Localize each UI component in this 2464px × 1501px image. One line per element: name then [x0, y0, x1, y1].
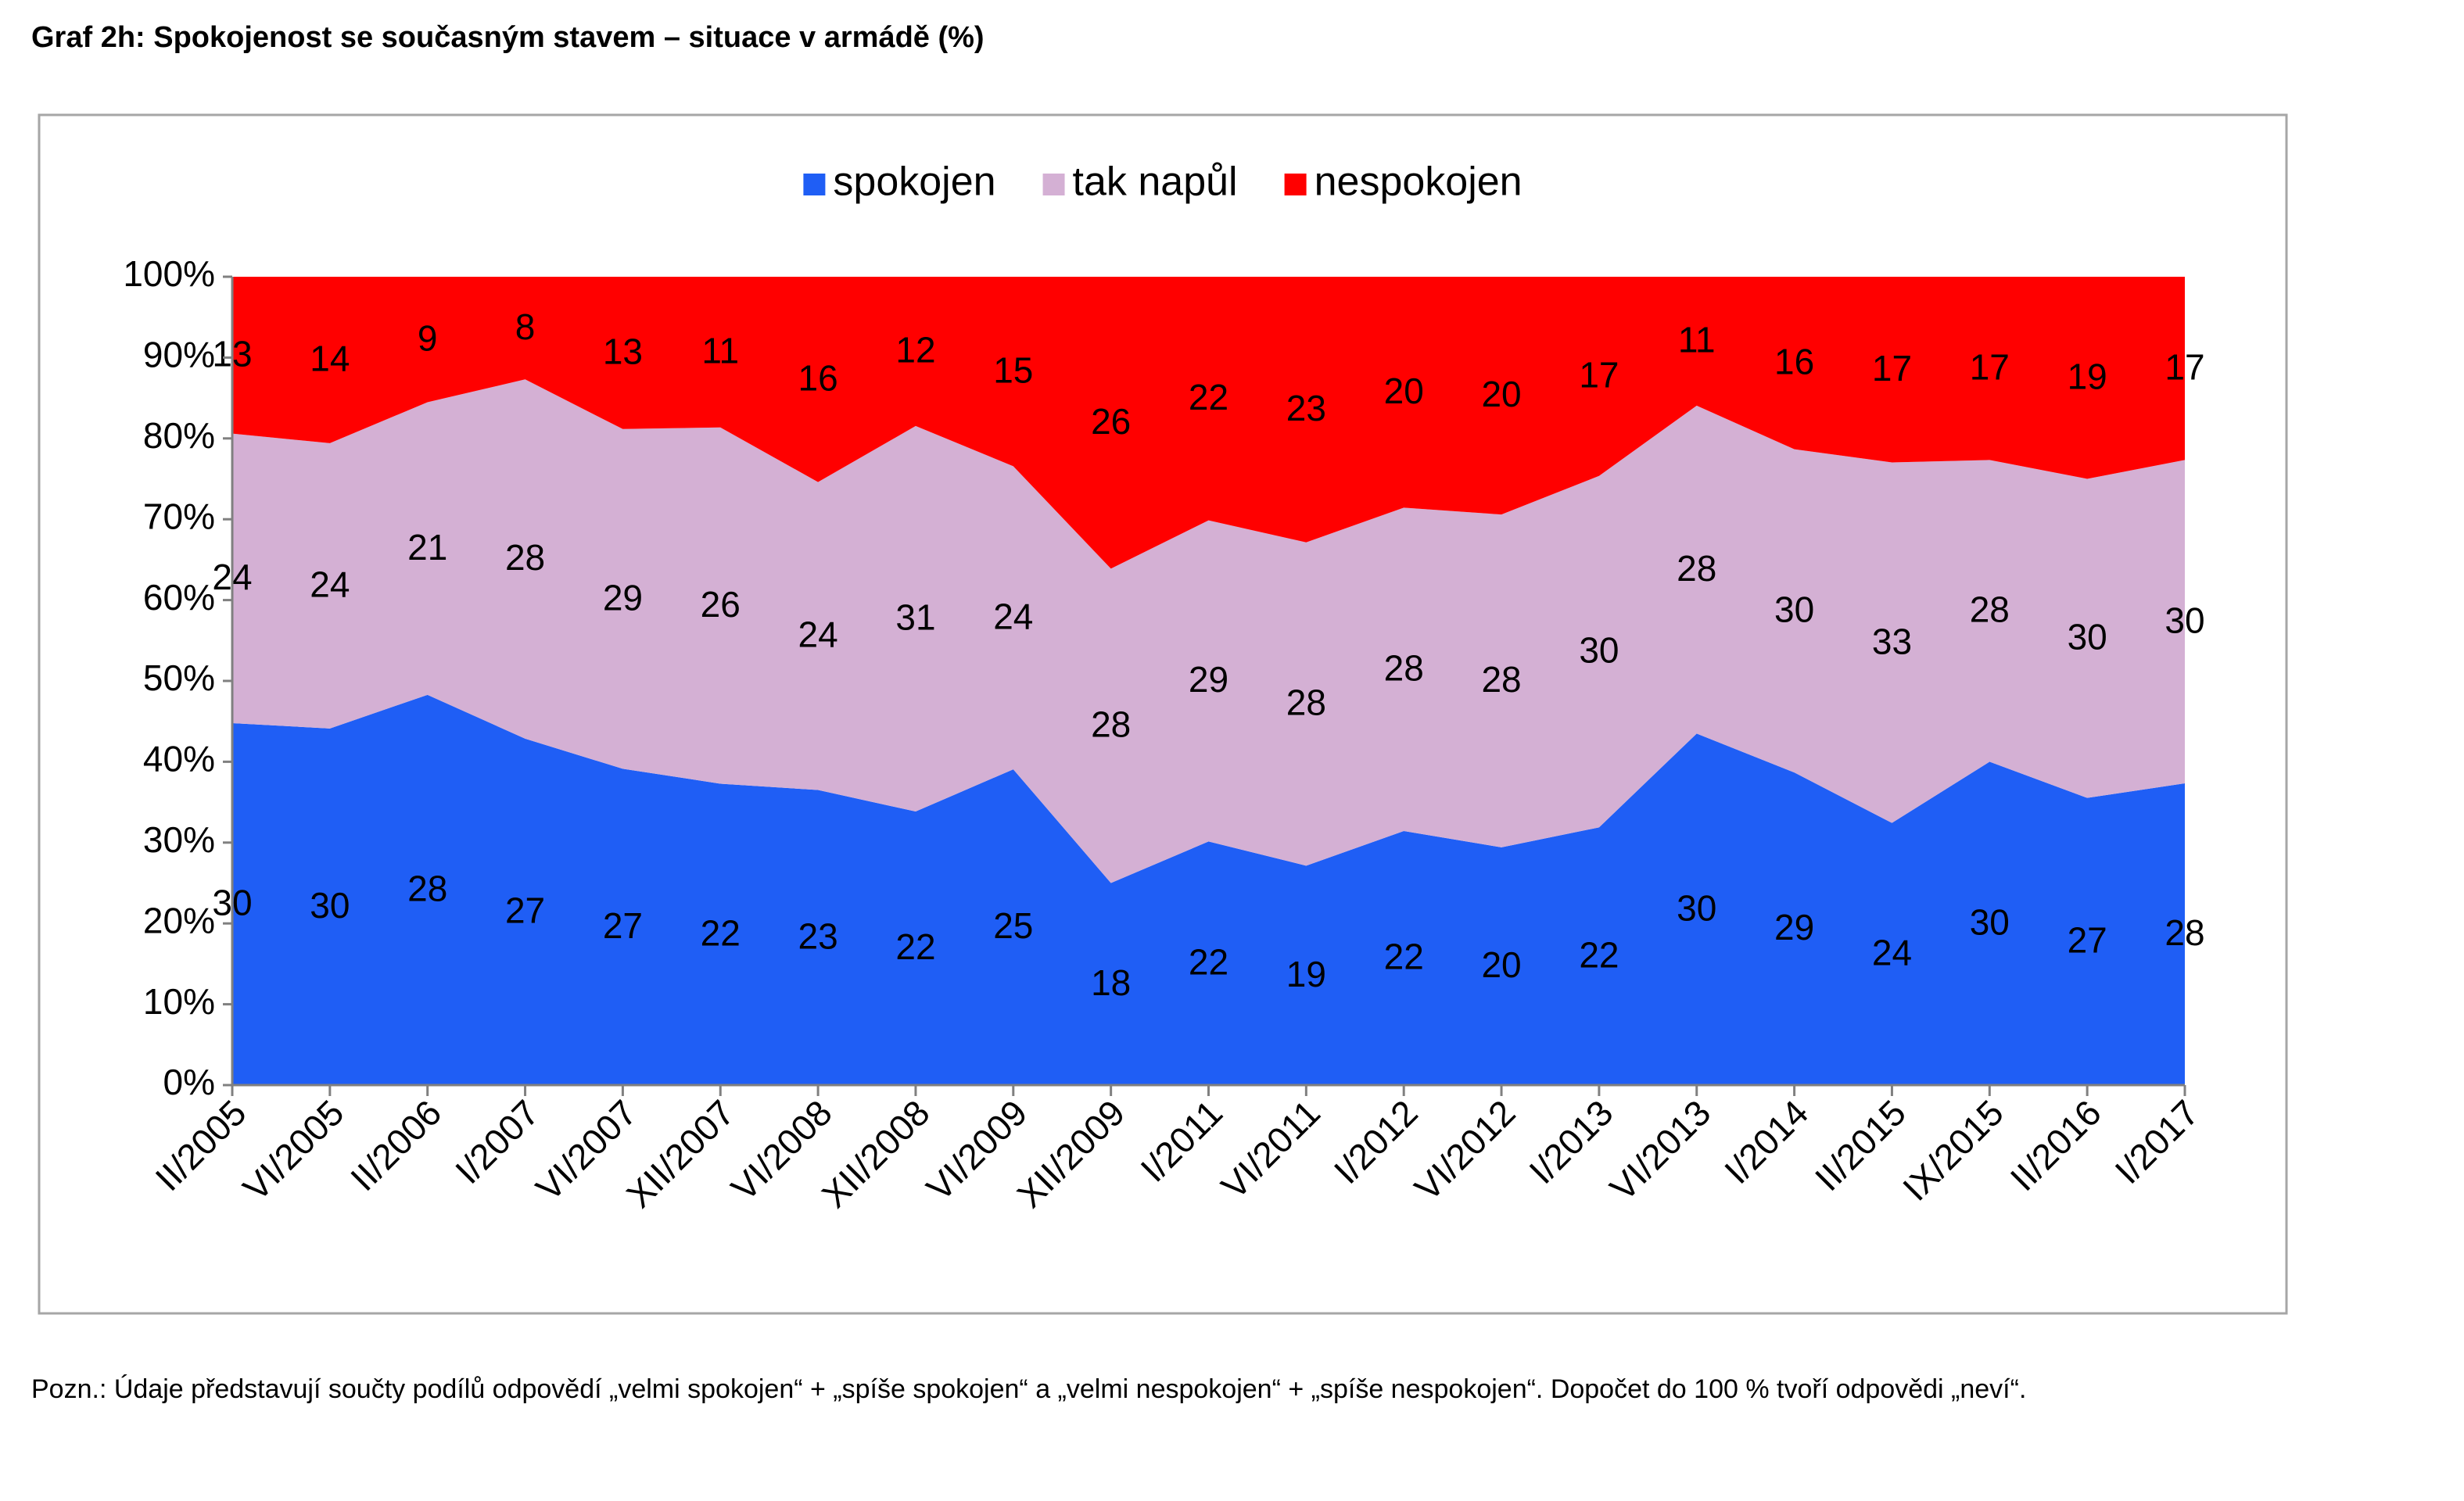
data-label: 17: [1872, 348, 1912, 389]
data-label: 17: [1970, 346, 2010, 387]
y-tick-label: 100%: [123, 253, 215, 294]
data-label: 20: [1384, 371, 1424, 411]
data-label: 22: [1189, 377, 1228, 417]
data-label: 22: [1579, 934, 1619, 975]
y-tick-label: 60%: [143, 577, 215, 618]
y-tick-label: 40%: [143, 739, 215, 779]
legend-label: nespokojen: [1314, 159, 1523, 205]
data-label: 22: [701, 912, 741, 953]
data-label: 28: [1677, 548, 1716, 589]
y-tick-label: 70%: [143, 496, 215, 536]
data-label: 17: [1579, 355, 1619, 396]
data-label: 16: [798, 357, 838, 398]
data-label: 27: [2068, 919, 2107, 960]
data-label: 29: [1189, 659, 1228, 700]
data-label: 22: [1384, 937, 1424, 977]
data-label: 25: [993, 905, 1033, 946]
data-label: 29: [603, 577, 643, 618]
legend-label: tak napůl: [1073, 159, 1238, 205]
data-label: 28: [1384, 647, 1424, 688]
data-label: 22: [1189, 941, 1228, 982]
legend-swatch: [1284, 174, 1307, 195]
data-label: 33: [1872, 621, 1912, 661]
data-label: 24: [1872, 932, 1912, 973]
data-label: 14: [310, 339, 350, 379]
data-label: 11: [701, 331, 739, 371]
y-tick-label: 0%: [163, 1062, 215, 1102]
data-label: 24: [993, 596, 1033, 636]
data-label: 26: [1091, 401, 1131, 442]
y-tick-label: 80%: [143, 415, 215, 456]
data-label: 20: [1481, 944, 1521, 985]
data-label: 13: [603, 331, 643, 372]
data-label: 28: [1970, 589, 2010, 630]
data-label: 29: [1774, 907, 1814, 948]
data-label: 28: [1091, 704, 1131, 745]
data-label: 12: [895, 330, 935, 371]
data-label: 11: [1678, 320, 1716, 360]
data-label: 28: [505, 537, 545, 578]
data-label: 28: [407, 869, 447, 909]
data-label: 30: [2068, 617, 2107, 657]
data-label: 24: [310, 564, 350, 605]
area: [232, 694, 2185, 1085]
data-label: 30: [2165, 600, 2204, 640]
data-label: 24: [798, 614, 838, 655]
data-label: 23: [1286, 388, 1326, 428]
data-label: 15: [993, 349, 1033, 390]
data-label: 30: [310, 885, 350, 926]
data-label: 17: [2165, 346, 2204, 387]
data-label: 28: [1286, 682, 1326, 723]
chart: Graf 2h: Spokojenost se současným stavem…: [31, 21, 2288, 1315]
data-label: 26: [701, 584, 741, 625]
area: [232, 379, 2185, 883]
data-label: 30: [1579, 630, 1619, 671]
y-tick-label: 20%: [143, 900, 215, 940]
legend: spokojen tak napůl nespokojen: [803, 159, 1523, 205]
data-label: 21: [407, 527, 447, 568]
data-label: 20: [1481, 374, 1521, 414]
footnote: Pozn.: Údaje představují součty podílů o…: [31, 1374, 2027, 1404]
data-label: 30: [1970, 901, 2010, 942]
area: [232, 277, 2185, 569]
y-tick-label: 10%: [143, 981, 215, 1022]
y-tick-label: 90%: [143, 335, 215, 375]
data-label: 27: [603, 905, 643, 946]
data-label: 9: [418, 317, 438, 358]
legend-label: spokojen: [833, 159, 995, 205]
data-label: 23: [798, 915, 838, 956]
data-label: 22: [895, 926, 935, 967]
data-label: 18: [1091, 962, 1131, 1003]
data-label: 19: [1286, 954, 1326, 994]
legend-swatch: [1042, 174, 1065, 195]
legend-swatch: [803, 174, 826, 195]
data-label: 28: [2165, 912, 2204, 953]
y-tick-label: 50%: [143, 657, 215, 698]
data-label: 30: [1774, 589, 1814, 630]
plot-area: 30 30 28 27 27 22 23 22 25 18 22 19 22 20 22 30 29 24 30 27…: [123, 159, 2206, 1216]
data-label: 27: [505, 890, 545, 931]
data-label: 31: [895, 597, 935, 638]
data-label: 8: [515, 306, 536, 347]
data-label: 19: [2068, 356, 2107, 396]
data-label: 30: [1677, 887, 1716, 928]
data-label: 16: [1774, 341, 1814, 382]
chart-title: Graf 2h: Spokojenost se současným stavem…: [31, 21, 985, 54]
data-label: 28: [1481, 659, 1521, 700]
y-tick-label: 30%: [143, 819, 215, 860]
